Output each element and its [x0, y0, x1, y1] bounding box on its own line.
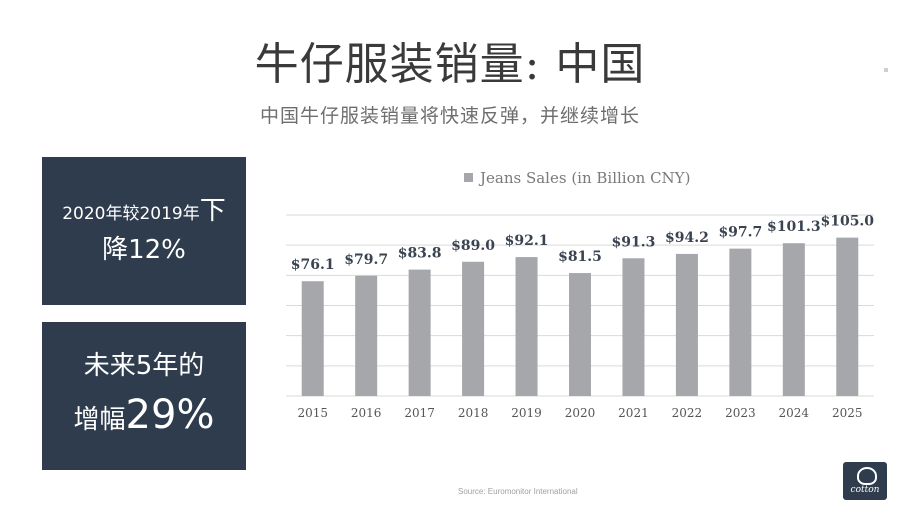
stat-decline-line1-big: 下 [199, 196, 226, 226]
corner-mark [884, 68, 888, 72]
stat-decline-line1: 2020年较2019年 [62, 204, 200, 224]
x-tick-2020: 2020 [565, 406, 596, 420]
x-tick-2022: 2022 [672, 406, 703, 420]
x-tick-2021: 2021 [618, 406, 649, 420]
x-tick-2018: 2018 [458, 406, 489, 420]
page-title: 牛仔服装销量: 中国 [254, 39, 646, 90]
bar-2017 [408, 269, 431, 396]
bar-2021 [622, 258, 645, 396]
data-label-2022: $94.2 [665, 230, 709, 246]
data-label-2021: $91.3 [612, 234, 656, 250]
data-label-2016: $79.7 [344, 252, 388, 268]
stat-box-decline-text: 2020年较2019年下 降12% [62, 192, 226, 270]
source-note: Source: Euromonitor International [458, 487, 578, 496]
data-label-2015: $76.1 [291, 257, 335, 273]
x-tick-2019: 2019 [511, 406, 542, 420]
data-label-2020: $81.5 [558, 249, 602, 265]
bar-2016 [355, 275, 378, 396]
stat-decline-line2: 降12% [102, 235, 186, 265]
bar-2018 [462, 261, 485, 396]
data-label-2017: $83.8 [398, 246, 442, 262]
bar-2015 [301, 281, 324, 396]
cotton-boll-icon [857, 467, 877, 485]
page-subtitle: 中国牛仔服装销量将快速反弹，并继续增长 [259, 105, 640, 127]
jeans-sales-bar-chart: Jeans Sales (in Billion CNY) $76.1 2015 $79… [286, 169, 874, 420]
bar-2023 [729, 248, 752, 396]
data-label-2018: $89.0 [451, 238, 495, 254]
cotton-logo: cotton [843, 462, 887, 500]
bar-2025 [836, 237, 859, 396]
x-tick-2016: 2016 [351, 406, 382, 420]
bar-2024 [782, 243, 805, 396]
x-tick-2025: 2025 [832, 406, 863, 420]
data-label-2024: $101.3 [767, 219, 821, 235]
stat-growth-pct: 29% [125, 391, 215, 438]
stat-growth-line2-text: 增幅 [73, 404, 126, 435]
stat-growth-line1: 未来5年的 [83, 351, 205, 382]
data-label-2023: $97.7 [718, 225, 762, 241]
legend-swatch [464, 173, 473, 182]
x-tick-2015: 2015 [297, 406, 328, 420]
bar-2022 [675, 253, 698, 396]
data-label-2019: $92.1 [505, 233, 549, 249]
data-label-2025: $105.0 [820, 214, 874, 230]
stat-box-growth-text: 未来5年的 增幅29% [74, 348, 215, 444]
bar-2019 [515, 257, 538, 396]
x-tick-2017: 2017 [404, 406, 435, 420]
x-tick-2024: 2024 [779, 406, 810, 420]
bar-2020 [569, 273, 591, 396]
legend-label: Jeans Sales (in Billion CNY) [478, 169, 690, 187]
x-tick-2023: 2023 [725, 406, 756, 420]
stat-box-growth: 未来5年的 增幅29% [42, 322, 246, 470]
logo-text: cotton [850, 485, 880, 495]
stat-box-decline: 2020年较2019年下 降12% [42, 157, 246, 305]
